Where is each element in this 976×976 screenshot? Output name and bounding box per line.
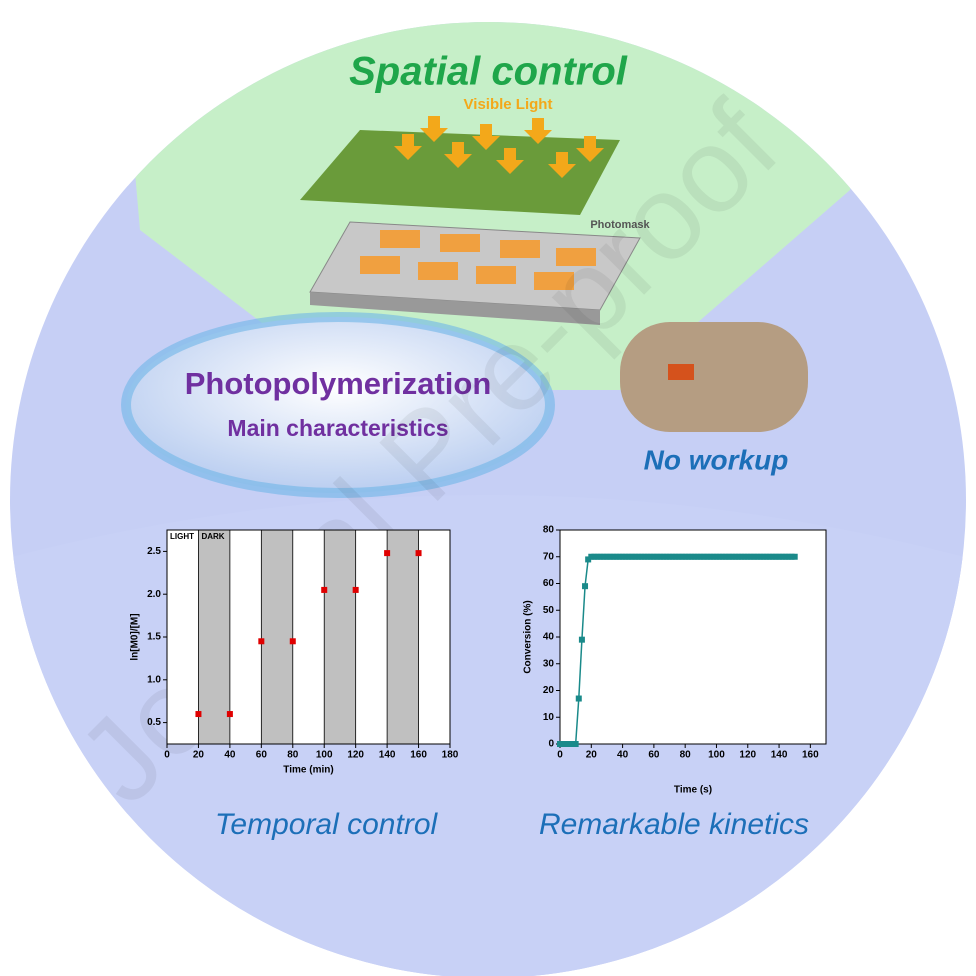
x-tick-label: 20 — [193, 750, 205, 761]
y-tick-label: 50 — [543, 605, 555, 616]
point — [384, 550, 390, 556]
x-tick-label: 40 — [224, 750, 236, 761]
point — [353, 587, 359, 593]
point — [792, 554, 798, 560]
y-tick-label: 1.0 — [147, 674, 161, 685]
point — [416, 550, 422, 556]
photo — [620, 322, 808, 432]
point — [290, 638, 296, 644]
light-label: LIGHT — [170, 532, 194, 541]
point — [582, 583, 588, 589]
y-tick-label: 40 — [543, 632, 555, 643]
x-tick-label: 40 — [617, 750, 629, 761]
point — [579, 637, 585, 643]
spatial-title: Spatial control — [349, 50, 628, 94]
plot-area — [560, 530, 826, 744]
page: Spatial control Visible Light Photomask … — [0, 0, 976, 976]
point — [573, 741, 579, 747]
point — [227, 711, 233, 717]
y-tick-label: 0.5 — [147, 717, 161, 728]
x-tick-label: 0 — [164, 750, 170, 761]
y-tick-label: 70 — [543, 551, 555, 562]
kinetics-label: Remarkable kinetics — [539, 808, 809, 841]
y-tick-label: 2.5 — [147, 546, 161, 557]
y-axis-label: ln[M0]/[M] — [130, 613, 141, 660]
dark-period — [387, 530, 418, 744]
x-tick-label: 60 — [648, 750, 660, 761]
x-tick-label: 100 — [316, 750, 333, 761]
x-tick-label: 140 — [379, 750, 396, 761]
x-tick-label: 120 — [347, 750, 364, 761]
dark-period — [198, 530, 229, 744]
x-tick-label: 60 — [256, 750, 268, 761]
y-tick-label: 10 — [543, 712, 555, 723]
x-tick-label: 140 — [771, 750, 788, 761]
x-tick-label: 80 — [287, 750, 299, 761]
y-tick-label: 1.5 — [147, 632, 161, 643]
x-axis-label: Time (min) — [283, 765, 333, 776]
y-tick-label: 2.0 — [147, 589, 161, 600]
point — [258, 638, 264, 644]
dark-period — [324, 530, 355, 744]
y-tick-label: 60 — [543, 578, 555, 589]
visible-light: Visible Light — [464, 96, 553, 113]
point — [576, 696, 582, 702]
x-tick-label: 0 — [557, 750, 563, 761]
point — [195, 711, 201, 717]
point — [321, 587, 327, 593]
y-tick-label: 30 — [543, 658, 555, 669]
x-tick-label: 160 — [802, 750, 819, 761]
no-workup: No workup — [644, 444, 789, 475]
x-tick-label: 100 — [708, 750, 725, 761]
x-tick-label: 80 — [680, 750, 692, 761]
temporal-label: Temporal control — [215, 808, 439, 841]
y-tick-label: 0 — [548, 739, 554, 750]
x-tick-label: 20 — [586, 750, 598, 761]
y-tick-label: 20 — [543, 685, 555, 696]
photo-sample — [668, 364, 694, 380]
x-tick-label: 120 — [739, 750, 756, 761]
x-axis-label: Time (s) — [674, 785, 712, 796]
dark-label: DARK — [201, 532, 224, 541]
y-tick-label: 80 — [543, 525, 555, 536]
y-axis-label: Conversion (%) — [523, 600, 534, 673]
x-tick-label: 180 — [442, 750, 459, 761]
x-tick-label: 160 — [410, 750, 427, 761]
dark-period — [261, 530, 292, 744]
